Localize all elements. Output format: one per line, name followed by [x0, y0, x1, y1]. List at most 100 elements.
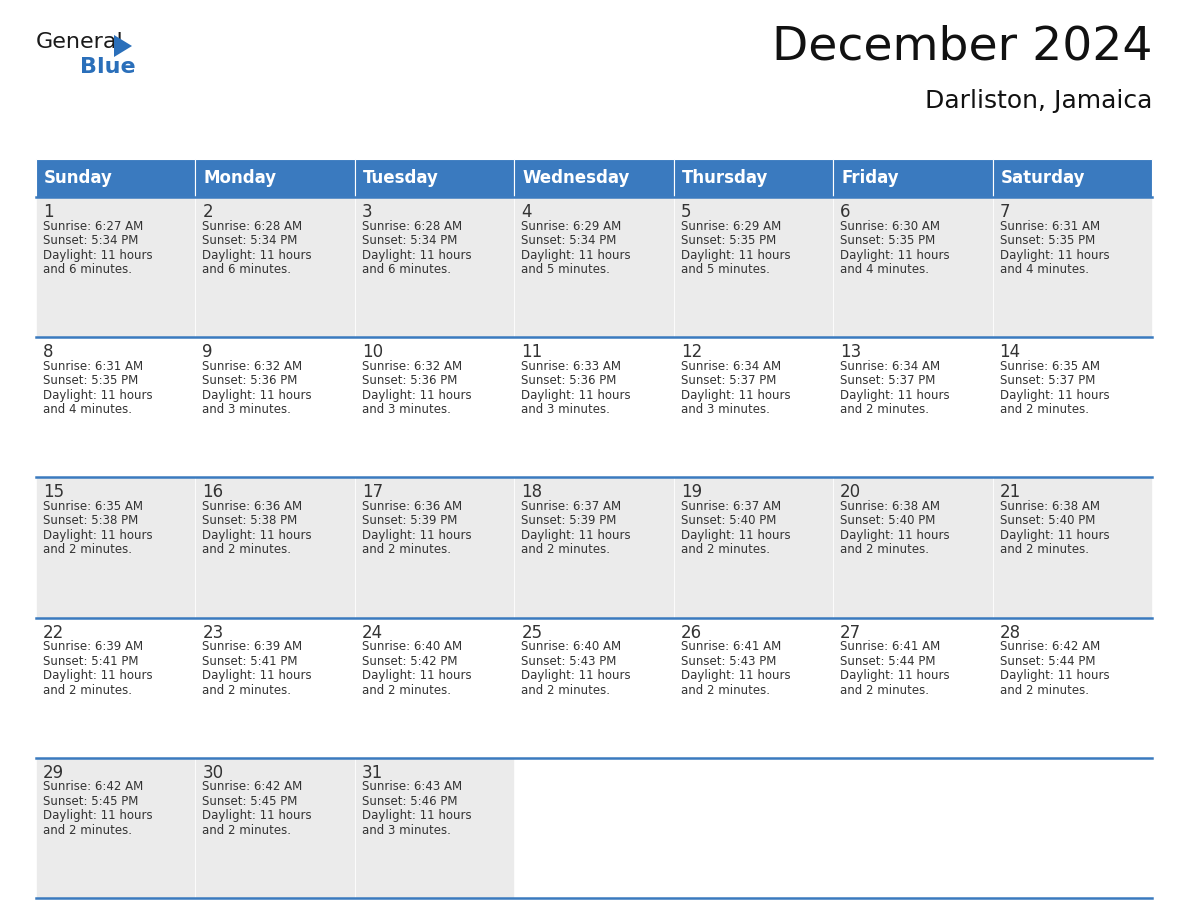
Text: Sunrise: 6:41 AM: Sunrise: 6:41 AM [681, 640, 781, 653]
Bar [992, 159, 1152, 197]
Text: Sunset: 5:41 PM: Sunset: 5:41 PM [202, 655, 298, 667]
Text: Daylight: 11 hours: Daylight: 11 hours [43, 249, 152, 262]
Text: Daylight: 11 hours: Daylight: 11 hours [681, 249, 790, 262]
Bar [674, 159, 833, 197]
Text: 14: 14 [999, 343, 1020, 361]
Text: 19: 19 [681, 484, 702, 501]
Text: Sunrise: 6:40 AM: Sunrise: 6:40 AM [522, 640, 621, 653]
Text: Blue: Blue [80, 57, 135, 77]
Text: Sunset: 5:36 PM: Sunset: 5:36 PM [202, 375, 298, 387]
Text: and 2 minutes.: and 2 minutes. [202, 823, 291, 837]
Text: Sunset: 5:34 PM: Sunset: 5:34 PM [202, 234, 298, 247]
Bar [833, 618, 992, 757]
Text: 23: 23 [202, 623, 223, 642]
Text: Sunrise: 6:36 AM: Sunrise: 6:36 AM [202, 500, 303, 513]
Text: Sunrise: 6:39 AM: Sunrise: 6:39 AM [202, 640, 303, 653]
Text: and 6 minutes.: and 6 minutes. [362, 263, 451, 276]
Text: 15: 15 [43, 484, 64, 501]
Text: 25: 25 [522, 623, 543, 642]
Text: Sunset: 5:40 PM: Sunset: 5:40 PM [681, 514, 776, 528]
Bar [514, 159, 674, 197]
Text: Sunset: 5:36 PM: Sunset: 5:36 PM [522, 375, 617, 387]
Text: 28: 28 [999, 623, 1020, 642]
Text: Sunrise: 6:28 AM: Sunrise: 6:28 AM [362, 219, 462, 232]
Text: Sunrise: 6:27 AM: Sunrise: 6:27 AM [43, 219, 144, 232]
Text: Daylight: 11 hours: Daylight: 11 hours [681, 529, 790, 542]
Bar [674, 337, 833, 477]
Text: Sunset: 5:40 PM: Sunset: 5:40 PM [840, 514, 935, 528]
Text: Daylight: 11 hours: Daylight: 11 hours [840, 529, 949, 542]
Text: 16: 16 [202, 484, 223, 501]
Text: Monday: Monday [203, 169, 277, 187]
Text: 6: 6 [840, 203, 851, 221]
Text: Daylight: 11 hours: Daylight: 11 hours [999, 529, 1110, 542]
Text: Daylight: 11 hours: Daylight: 11 hours [362, 388, 472, 402]
Text: Sunrise: 6:40 AM: Sunrise: 6:40 AM [362, 640, 462, 653]
Text: 30: 30 [202, 764, 223, 782]
Text: Daylight: 11 hours: Daylight: 11 hours [840, 669, 949, 682]
Text: 1: 1 [43, 203, 53, 221]
Text: Sunset: 5:36 PM: Sunset: 5:36 PM [362, 375, 457, 387]
Text: 10: 10 [362, 343, 383, 361]
Bar [514, 197, 674, 337]
Text: Sunset: 5:38 PM: Sunset: 5:38 PM [202, 514, 298, 528]
Text: Sunrise: 6:32 AM: Sunrise: 6:32 AM [202, 360, 303, 373]
Text: and 5 minutes.: and 5 minutes. [681, 263, 770, 276]
Text: and 2 minutes.: and 2 minutes. [202, 684, 291, 697]
Text: and 3 minutes.: and 3 minutes. [362, 823, 450, 837]
Text: Daylight: 11 hours: Daylight: 11 hours [840, 249, 949, 262]
Text: 8: 8 [43, 343, 53, 361]
Text: Sunrise: 6:31 AM: Sunrise: 6:31 AM [43, 360, 143, 373]
Text: Sunrise: 6:42 AM: Sunrise: 6:42 AM [999, 640, 1100, 653]
Bar [355, 197, 514, 337]
Bar [355, 618, 514, 757]
Text: Daylight: 11 hours: Daylight: 11 hours [202, 529, 312, 542]
Bar [833, 159, 992, 197]
Text: Sunrise: 6:39 AM: Sunrise: 6:39 AM [43, 640, 143, 653]
Text: Sunset: 5:39 PM: Sunset: 5:39 PM [522, 514, 617, 528]
Text: Sunrise: 6:42 AM: Sunrise: 6:42 AM [43, 780, 144, 793]
Text: Sunrise: 6:30 AM: Sunrise: 6:30 AM [840, 219, 940, 232]
Bar [355, 337, 514, 477]
Text: 17: 17 [362, 484, 383, 501]
Text: and 4 minutes.: and 4 minutes. [999, 263, 1088, 276]
Text: Friday: Friday [841, 169, 899, 187]
Text: Sunrise: 6:37 AM: Sunrise: 6:37 AM [681, 500, 781, 513]
Text: and 3 minutes.: and 3 minutes. [362, 403, 450, 416]
Text: 26: 26 [681, 623, 702, 642]
Bar [36, 197, 196, 337]
Bar [514, 337, 674, 477]
Text: Daylight: 11 hours: Daylight: 11 hours [522, 388, 631, 402]
Text: Sunrise: 6:34 AM: Sunrise: 6:34 AM [840, 360, 940, 373]
Text: and 6 minutes.: and 6 minutes. [202, 263, 291, 276]
Text: and 2 minutes.: and 2 minutes. [522, 684, 611, 697]
Text: Daylight: 11 hours: Daylight: 11 hours [202, 249, 312, 262]
Text: and 2 minutes.: and 2 minutes. [681, 543, 770, 556]
Text: and 6 minutes.: and 6 minutes. [43, 263, 132, 276]
Text: Sunset: 5:34 PM: Sunset: 5:34 PM [522, 234, 617, 247]
Text: Daylight: 11 hours: Daylight: 11 hours [999, 249, 1110, 262]
Text: Daylight: 11 hours: Daylight: 11 hours [43, 810, 152, 823]
Text: Sunset: 5:44 PM: Sunset: 5:44 PM [840, 655, 936, 667]
Bar [355, 159, 514, 197]
Text: Sunset: 5:37 PM: Sunset: 5:37 PM [999, 375, 1095, 387]
Text: Sunrise: 6:31 AM: Sunrise: 6:31 AM [999, 219, 1100, 232]
Text: Daylight: 11 hours: Daylight: 11 hours [202, 388, 312, 402]
Bar [992, 337, 1152, 477]
Text: Sunrise: 6:35 AM: Sunrise: 6:35 AM [999, 360, 1100, 373]
Text: Sunrise: 6:43 AM: Sunrise: 6:43 AM [362, 780, 462, 793]
Bar [992, 477, 1152, 618]
Text: Sunset: 5:34 PM: Sunset: 5:34 PM [43, 234, 138, 247]
Bar [196, 618, 355, 757]
Text: Sunrise: 6:35 AM: Sunrise: 6:35 AM [43, 500, 143, 513]
Text: Sunset: 5:40 PM: Sunset: 5:40 PM [999, 514, 1095, 528]
Text: Sunrise: 6:28 AM: Sunrise: 6:28 AM [202, 219, 303, 232]
Bar [833, 477, 992, 618]
Text: and 2 minutes.: and 2 minutes. [43, 823, 132, 837]
Text: Daylight: 11 hours: Daylight: 11 hours [840, 388, 949, 402]
Bar [514, 477, 674, 618]
Text: and 2 minutes.: and 2 minutes. [999, 543, 1088, 556]
Bar [833, 197, 992, 337]
Text: 31: 31 [362, 764, 383, 782]
Bar [355, 757, 514, 898]
